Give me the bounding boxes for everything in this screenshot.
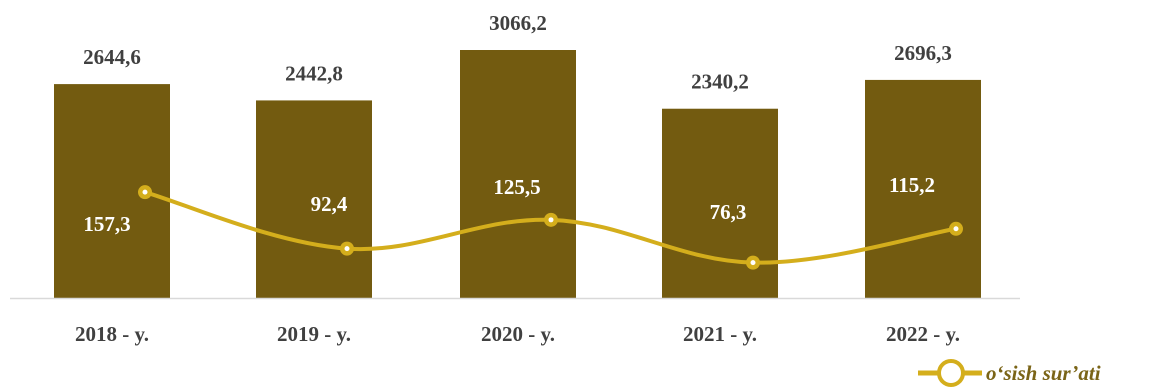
x-axis-tick-label-2: 2019 - y. [277,322,351,346]
growth-rate-markers [138,185,963,270]
x-axis-tick-label-3: 2020 - y. [481,322,555,346]
bar-value-label-2: 2442,8 [285,61,343,85]
x-axis-tick-labels: 2018 - y. 2019 - y. 2020 - y. 2021 - y. 2022… [75,322,960,346]
growth-rate-marker-center-5 [953,226,959,232]
growth-rate-marker-center-4 [750,260,756,266]
bar-value-label-1: 2644,6 [83,45,141,69]
bar-series [54,50,981,299]
legend-label: o‘sish sur’ati [986,361,1101,385]
growth-rate-value-label-5: 115,2 [889,173,935,197]
x-axis-tick-label-4: 2021 - y. [683,322,757,346]
bar-2 [256,100,372,299]
bar-value-label-5: 2696,3 [894,41,952,65]
growth-rate-value-label-2: 92,4 [311,192,348,216]
growth-rate-value-labels: 157,3 92,4 125,5 76,3 115,2 [83,173,935,236]
bar-value-labels: 2644,6 2442,8 3066,2 2340,2 2696,3 [83,11,952,94]
bar-value-label-3: 3066,2 [489,11,547,35]
growth-rate-marker-center-2 [344,246,350,252]
legend: o‘sish sur’ati [918,359,1101,387]
bar-value-label-4: 2340,2 [691,70,749,94]
growth-rate-marker-center-3 [548,217,554,223]
growth-rate-value-label-4: 76,3 [710,200,747,224]
growth-rate-value-label-1: 157,3 [83,212,130,236]
bar-5 [865,79,981,298]
growth-rate-marker-center-1 [142,189,148,195]
legend-marker-icon [937,359,965,387]
x-axis-tick-label-5: 2022 - y. [886,322,960,346]
bar-3 [460,50,576,298]
x-axis-tick-label-1: 2018 - y. [75,322,149,346]
bar-1 [54,84,170,299]
growth-rate-value-label-3: 125,5 [493,175,540,199]
